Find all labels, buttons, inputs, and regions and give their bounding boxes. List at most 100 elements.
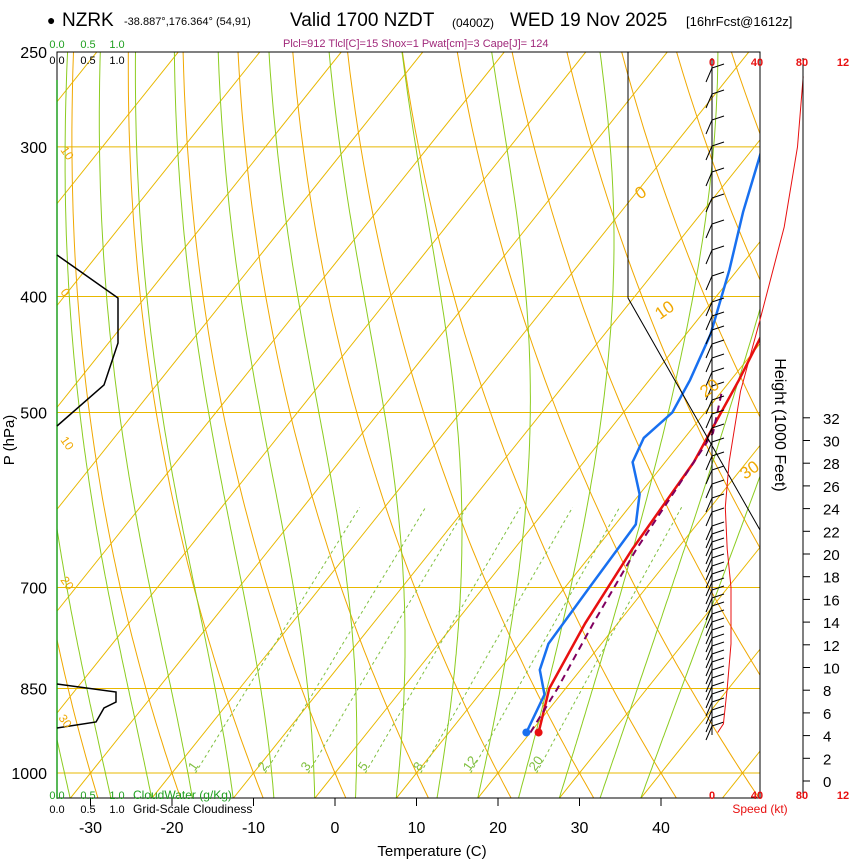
wind-barb-flag (711, 63, 725, 69)
wind-barb-flag (711, 585, 725, 591)
wind-barb-flag (711, 451, 725, 457)
valid-time-utc: (0400Z) (452, 16, 495, 30)
isotherm-line (232, 139, 760, 798)
pressure-tick-label: 300 (20, 140, 47, 157)
wind-barb-shaft (705, 93, 713, 109)
station-id: NZRK (62, 10, 114, 31)
wind-barb-flag (711, 713, 725, 719)
wind-barb-shaft (705, 637, 713, 653)
wind-barb (705, 697, 725, 717)
dry-adiabat (71, 52, 182, 798)
wind-barb-shaft (705, 385, 713, 401)
wind-barb-flag (711, 311, 725, 317)
isotherm-line (57, 52, 424, 511)
dewpoint-profile (525, 151, 760, 734)
wind-barb-shaft (705, 525, 713, 541)
wind-barb-shaft (705, 661, 713, 677)
surface-temperature-marker (534, 728, 543, 737)
wind-barb (705, 569, 725, 589)
pressure-tick-label: 1000 (11, 766, 47, 783)
speed-tick-label: 0 (709, 790, 715, 802)
mixing-ratio-label: 3 (297, 759, 313, 774)
wind-barb-shaft (705, 301, 713, 317)
wind-barb-shaft (705, 725, 713, 741)
theta-label: 0 (58, 286, 73, 300)
mixing-ratio-line (536, 507, 683, 774)
wind-barb (705, 657, 725, 677)
wind-barb-flag (711, 641, 725, 647)
wind-barb (705, 689, 725, 709)
wind-barb (705, 193, 725, 213)
wind-barb-flag (711, 657, 725, 663)
dry-adiabat (127, 52, 264, 798)
wind-barb-flag (711, 507, 725, 513)
wind-barb (705, 625, 725, 645)
wind-barb (705, 465, 725, 485)
height-tick-label: 26 (823, 479, 840, 496)
cloudwater-scale-label: 1.0 (109, 39, 124, 51)
wind-barb-flag (711, 141, 725, 147)
station-coords: -38.887°,176.364° (54,91) (124, 16, 251, 28)
wind-barb (705, 545, 725, 565)
wind-barb-flag (711, 705, 725, 711)
dry-adiabat (676, 52, 760, 282)
wind-barb (705, 353, 725, 373)
moist-adiabat (517, 52, 615, 798)
wind-barb-shaft (705, 67, 713, 83)
moist-adiabat (173, 52, 275, 798)
wind-barb-flag (711, 271, 725, 277)
wind-barb (705, 141, 725, 161)
wind-barb-flag (711, 545, 725, 551)
isotherm-line (151, 52, 750, 798)
cloudwater-scale-label: 1.0 (109, 790, 124, 802)
wind-barb (705, 617, 725, 637)
wind-barb-shaft (705, 413, 713, 429)
moist-adiabat (64, 52, 153, 798)
temperature-tick-label: -10 (242, 820, 265, 837)
moist-adiabat (57, 525, 112, 798)
wind-barb-flag (711, 409, 725, 415)
wind-barb (705, 271, 725, 291)
dry-adiabat (347, 52, 595, 798)
dry-adiabat (182, 52, 347, 798)
speed-tick-label: 80 (796, 57, 808, 69)
wind-barb (705, 479, 725, 499)
wind-barb-flag (711, 593, 725, 599)
wind-barb (705, 601, 725, 621)
wind-barb-flag (711, 219, 725, 225)
y-axis-label: P (hPa) (1, 415, 18, 466)
wind-barb-shaft (705, 119, 713, 135)
moist-adiabat (401, 52, 463, 798)
wind-barb-flag (711, 479, 725, 485)
wind-barb-flag (711, 367, 725, 373)
mixing-ratio-line (470, 507, 621, 774)
mixing-ratio-line (307, 507, 467, 774)
wind-barb-flag (711, 569, 725, 575)
forecast-info: [16hrFcst@1612z] (686, 14, 793, 29)
wind-barb-shaft (705, 629, 713, 645)
wind-barb-shaft (705, 709, 713, 725)
wind-barb-shaft (705, 343, 713, 359)
wind-barb-flag (711, 395, 725, 401)
plot-frame (56, 51, 761, 799)
wind-barb-shaft (705, 613, 713, 629)
mixing-ratio-label: 20 (525, 753, 546, 773)
wind-barb (705, 219, 725, 239)
wind-barb-flag (711, 601, 725, 607)
wind-barb (705, 553, 725, 573)
height-tick-label: 2 (823, 751, 831, 768)
wind-barb (705, 395, 725, 415)
isotherm-line (395, 342, 760, 798)
cloudiness-scale-label: 0.0 (49, 804, 64, 816)
temperature-tick-label: 10 (408, 820, 426, 837)
wind-barb (705, 641, 725, 661)
wind-barb-shaft (705, 565, 713, 581)
temperature-profile (537, 335, 760, 733)
wind-barb-flag (711, 325, 725, 331)
wind-speed-profile (717, 76, 804, 733)
height-tick-label: 8 (823, 683, 831, 700)
isotherm-line (57, 52, 261, 307)
surface-dewpoint-marker (522, 728, 531, 737)
cloudwater-scale-label: 0.5 (80, 39, 95, 51)
